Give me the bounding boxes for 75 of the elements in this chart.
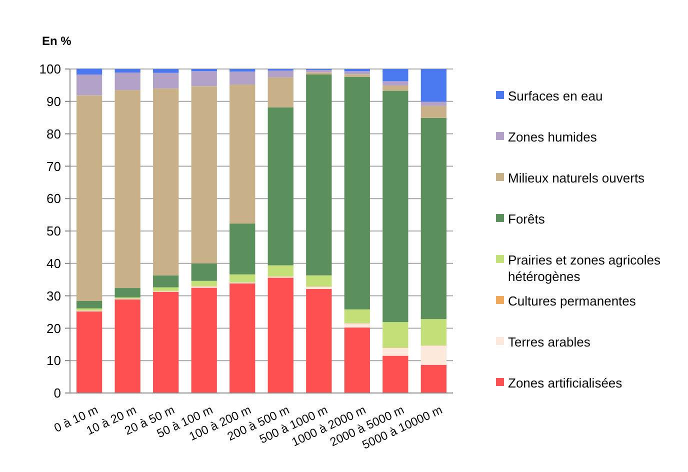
bar <box>382 356 408 393</box>
bar <box>382 348 408 356</box>
y-tick-label: 0 <box>54 386 61 401</box>
bar <box>191 263 217 281</box>
bar <box>268 107 294 266</box>
bar <box>230 224 256 274</box>
bar <box>420 319 446 346</box>
bar <box>268 70 294 78</box>
y-tick-label: 100 <box>39 62 61 77</box>
bar <box>191 86 217 264</box>
bar <box>268 278 294 393</box>
bar <box>268 77 294 108</box>
bar <box>153 72 179 88</box>
bar <box>114 299 140 393</box>
bar <box>382 86 408 91</box>
bar <box>191 71 217 86</box>
bar <box>306 275 332 286</box>
bar <box>153 69 179 73</box>
bar <box>306 72 332 75</box>
bar <box>153 275 179 288</box>
y-tick-label: 50 <box>46 224 61 239</box>
y-tick-label: 90 <box>46 94 61 109</box>
legend-label: Cultures permanentes <box>508 294 636 309</box>
bar <box>344 323 370 328</box>
bar <box>153 292 179 393</box>
bar <box>306 288 332 393</box>
y-tick-label: 60 <box>46 191 61 206</box>
bar <box>114 90 140 288</box>
y-axis-title: En % <box>42 34 72 48</box>
legend-label: Terres arables <box>508 334 591 350</box>
legend-label: Zones humides <box>508 130 598 145</box>
bar <box>191 288 217 393</box>
y-tick-label: 30 <box>46 288 61 304</box>
bar <box>76 300 102 308</box>
y-tick-label: 80 <box>46 126 61 142</box>
bar <box>230 72 256 85</box>
y-tick-label: 40 <box>46 256 61 271</box>
bar <box>230 274 256 282</box>
legend-label: Surfaces en eau <box>508 88 603 104</box>
bar <box>420 118 446 320</box>
bar <box>76 68 102 75</box>
bar <box>344 309 370 324</box>
legend-label: Forêts <box>508 212 546 227</box>
bar <box>420 106 446 118</box>
legend-label: Milieux naturels ouverts <box>508 170 646 186</box>
bar <box>382 90 408 322</box>
bar <box>76 311 102 393</box>
legend-label: Zones artificialisées <box>508 376 623 391</box>
bar <box>420 69 446 102</box>
bar <box>230 69 256 72</box>
y-tick-label: 20 <box>46 320 61 336</box>
bar <box>230 84 256 224</box>
bar <box>114 69 140 73</box>
bar <box>76 95 102 301</box>
y-tick-label: 10 <box>46 353 61 368</box>
bar <box>153 287 179 291</box>
bar <box>153 88 179 276</box>
bar <box>114 72 140 90</box>
bar <box>306 74 332 276</box>
bar <box>420 364 446 393</box>
bar <box>382 69 408 82</box>
bar <box>268 265 294 276</box>
bar <box>344 76 370 310</box>
bar <box>344 328 370 393</box>
bar <box>344 74 370 77</box>
bar <box>114 288 140 298</box>
bar <box>76 74 102 96</box>
bar <box>382 322 408 348</box>
bar <box>382 81 408 86</box>
bar <box>420 346 446 365</box>
bar <box>230 283 256 393</box>
bar <box>191 280 217 286</box>
bar <box>420 102 446 106</box>
y-tick-label: 70 <box>46 158 61 174</box>
legend-label: Prairies et zones agricoles hétérogènes <box>508 252 661 284</box>
